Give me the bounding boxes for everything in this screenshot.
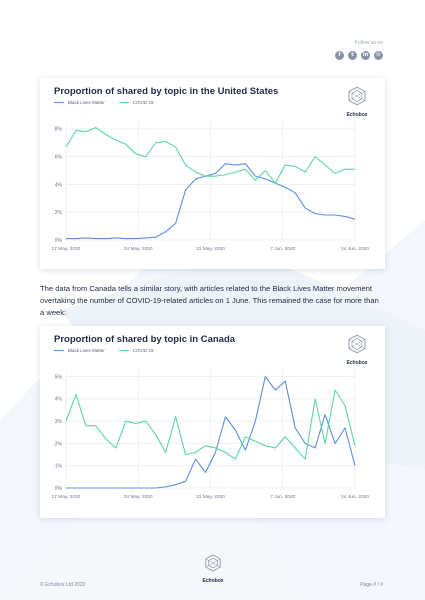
series-line-black-lives-matter [66, 376, 356, 489]
brand-name: Echobox [202, 578, 224, 584]
line-chart-united-states: 0% 2% 4% 6% 8% 17 May, 2020 24 May, 2020 31 May… [52, 122, 369, 252]
legend-swatch-covid [118, 101, 129, 104]
echobox-logo: Echobox [339, 86, 375, 118]
footer-echobox-logo: Echobox [196, 554, 230, 584]
chart-card-united-states: Proportion of shared by topic in the Uni… [40, 78, 385, 269]
y-tick-label: 6% [55, 155, 63, 161]
x-tick-label: 24 May, 2020 [124, 246, 153, 252]
y-tick-label: 0% [55, 486, 63, 492]
chart-title: Proportion of shared by topic in Canada [54, 334, 236, 345]
legend-label-covid: COVID-19 [132, 348, 154, 353]
y-tick-label: 4% [55, 182, 63, 188]
x-tick-label: 17 May, 2020 [52, 246, 81, 252]
y-tick-label: 2% [55, 210, 63, 216]
legend-swatch-blm [54, 349, 64, 352]
footer-copyright: © Echobox Ltd 2020 [40, 582, 86, 588]
y-tick-label: 3% [55, 419, 63, 425]
series-line-black-lives-matter [66, 163, 356, 240]
echobox-logo-icon [205, 554, 221, 572]
brand-name: Echobox [346, 112, 368, 118]
series-line-covid-19 [65, 126, 355, 184]
legend-swatch-covid [118, 349, 129, 352]
chart-legend: Black Lives Matter COVID-19 [54, 100, 154, 105]
legend-item-covid: COVID-19 [118, 348, 154, 353]
x-tick-label: 14 Jun, 2020 [341, 246, 369, 252]
legend-item-covid: COVID-19 [118, 100, 154, 105]
x-tick-label: 24 May, 2020 [124, 494, 153, 500]
email-icon[interactable]: ✉ [374, 51, 383, 60]
social-links: f t in ✉ [335, 51, 383, 60]
follow-label: Follow us on [354, 40, 383, 46]
x-tick-label: 7 Jun, 2020 [270, 246, 295, 252]
footer-page-number: Page # / # [360, 582, 383, 588]
echobox-logo-icon [348, 334, 366, 354]
y-tick-label: 4% [55, 397, 63, 403]
legend-item-blm: Black Lives Matter [54, 100, 105, 105]
twitter-icon[interactable]: t [348, 51, 357, 60]
legend-item-blm: Black Lives Matter [54, 348, 105, 353]
brand-name: Echobox [346, 360, 368, 366]
x-tick-label: 14 Jun, 2020 [341, 494, 369, 500]
legend-label-covid: COVID-19 [132, 100, 154, 105]
follow-us: Follow us on f t in ✉ [335, 40, 383, 60]
y-tick-label: 0% [55, 238, 63, 244]
echobox-logo: Echobox [339, 334, 375, 366]
x-tick-label: 31 May, 2020 [196, 246, 225, 252]
legend-label-blm: Black Lives Matter [68, 100, 105, 105]
legend-swatch-blm [54, 101, 64, 104]
series-line-covid-19 [65, 389, 356, 460]
facebook-icon[interactable]: f [335, 51, 344, 60]
chart-title: Proportion of shared by topic in the Uni… [54, 86, 279, 97]
x-tick-label: 31 May, 2020 [196, 494, 225, 500]
y-tick-label: 1% [55, 464, 63, 470]
y-tick-label: 8% [55, 127, 63, 133]
y-tick-label: 5% [55, 374, 63, 380]
y-tick-label: 2% [55, 441, 63, 447]
x-tick-label: 7 Jun, 2020 [270, 494, 295, 500]
chart-card-canada: Proportion of shared by topic in Canada … [40, 326, 385, 518]
linkedin-icon[interactable]: in [361, 51, 370, 60]
chart-legend: Black Lives Matter COVID-19 [54, 348, 154, 353]
echobox-logo-icon [348, 86, 366, 106]
body-paragraph: The data from Canada tells a similar sto… [40, 284, 379, 317]
line-chart-canada: 0% 1% 2% 3% 4% 5% 17 May, 2020 24 May, 2020 31 M… [52, 370, 369, 500]
x-tick-label: 17 May, 2020 [52, 494, 81, 500]
legend-label-blm: Black Lives Matter [68, 348, 105, 353]
